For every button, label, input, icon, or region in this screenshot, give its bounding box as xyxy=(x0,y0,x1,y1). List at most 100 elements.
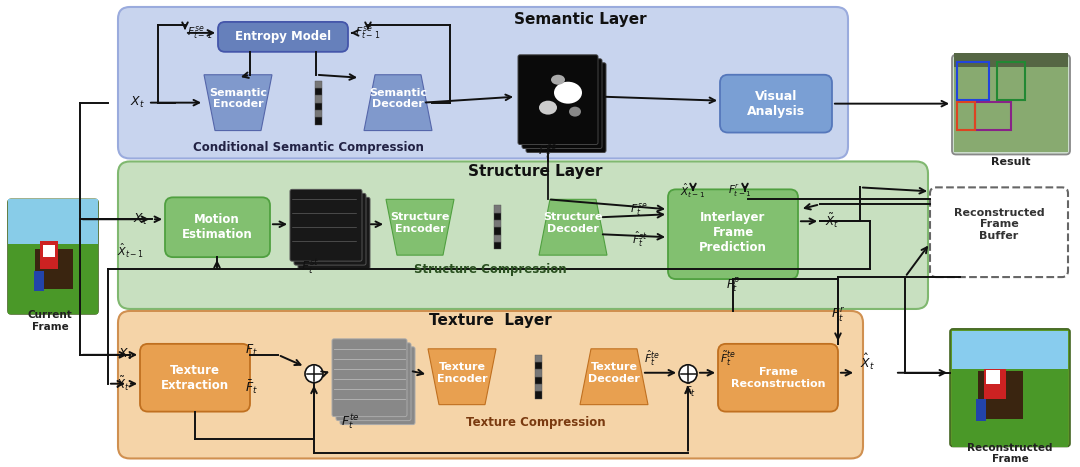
Bar xyxy=(957,62,989,99)
Text: Entropy Model: Entropy Model xyxy=(235,30,332,43)
Text: $\hat{X}_{t-1}$: $\hat{X}_{t-1}$ xyxy=(680,182,705,200)
FancyBboxPatch shape xyxy=(340,347,415,425)
Polygon shape xyxy=(364,75,432,131)
Text: $\hat{F}_t^{st}$: $\hat{F}_t^{st}$ xyxy=(632,229,648,249)
Ellipse shape xyxy=(554,82,582,104)
Text: $\hat{X}_t$: $\hat{X}_t$ xyxy=(860,352,875,372)
FancyBboxPatch shape xyxy=(118,162,928,309)
Text: $X_t$: $X_t$ xyxy=(118,347,133,362)
Text: $\hat{X}_{t-1}$: $\hat{X}_{t-1}$ xyxy=(117,242,144,260)
FancyBboxPatch shape xyxy=(720,75,832,133)
FancyBboxPatch shape xyxy=(669,189,798,279)
Text: Conditional Semantic Compression: Conditional Semantic Compression xyxy=(192,141,423,154)
Text: $F_t^{se}$: $F_t^{se}$ xyxy=(631,201,648,218)
Bar xyxy=(314,117,322,125)
Bar xyxy=(957,102,975,129)
Bar xyxy=(954,57,1068,153)
FancyBboxPatch shape xyxy=(718,344,838,411)
Bar xyxy=(494,242,500,249)
Bar xyxy=(535,391,541,399)
Circle shape xyxy=(679,365,697,383)
Text: Texture
Encoder: Texture Encoder xyxy=(436,362,487,383)
FancyBboxPatch shape xyxy=(950,329,1070,446)
Text: $\hat{F}_t^{te}$: $\hat{F}_t^{te}$ xyxy=(644,349,660,368)
FancyBboxPatch shape xyxy=(522,59,602,149)
Bar xyxy=(314,95,322,103)
Bar xyxy=(33,271,44,291)
Text: $F_{t-1}^{se}$: $F_{t-1}^{se}$ xyxy=(355,24,380,42)
Bar xyxy=(8,244,98,314)
Text: Semantic
Encoder: Semantic Encoder xyxy=(210,88,267,109)
Polygon shape xyxy=(204,75,272,131)
FancyBboxPatch shape xyxy=(518,55,598,144)
Polygon shape xyxy=(580,349,648,404)
Bar xyxy=(314,81,322,88)
FancyBboxPatch shape xyxy=(218,22,348,52)
Text: $X_t$: $X_t$ xyxy=(133,212,148,227)
Text: $F_{t-1}^{se}$: $F_{t-1}^{se}$ xyxy=(187,24,213,42)
Bar xyxy=(535,384,541,391)
Bar xyxy=(494,205,500,212)
Text: Texture Compression: Texture Compression xyxy=(467,416,606,429)
FancyBboxPatch shape xyxy=(291,189,362,261)
Text: Semantic Layer: Semantic Layer xyxy=(514,13,646,28)
FancyBboxPatch shape xyxy=(526,63,606,153)
Text: Texture  Layer: Texture Layer xyxy=(429,313,552,328)
Text: Reconstructed
Frame
Buffer: Reconstructed Frame Buffer xyxy=(954,208,1044,241)
Ellipse shape xyxy=(539,101,557,114)
Bar xyxy=(997,62,1025,99)
Bar xyxy=(978,371,1023,418)
Text: $\tilde{X}_t$: $\tilde{X}_t$ xyxy=(825,212,839,231)
Text: Result: Result xyxy=(991,157,1030,168)
FancyBboxPatch shape xyxy=(951,55,1070,155)
Text: $F_t^p$: $F_t^p$ xyxy=(726,275,740,294)
Bar xyxy=(976,399,986,421)
Bar xyxy=(986,370,1000,384)
Text: $F_t^r$: $F_t^r$ xyxy=(831,305,845,323)
Bar xyxy=(951,369,1068,446)
FancyBboxPatch shape xyxy=(8,199,98,314)
Text: $F_t^{te}$: $F_t^{te}$ xyxy=(341,413,360,432)
Text: $\bar{F}_t$: $\bar{F}_t$ xyxy=(684,382,696,399)
Bar xyxy=(494,212,500,220)
Bar xyxy=(314,88,322,95)
Text: $F_t^{se}$: $F_t^{se}$ xyxy=(538,144,557,161)
Text: Visual
Analysis: Visual Analysis xyxy=(747,90,805,118)
Ellipse shape xyxy=(551,75,565,85)
FancyBboxPatch shape xyxy=(294,193,366,265)
Text: Motion
Estimation: Motion Estimation xyxy=(181,213,253,241)
Bar xyxy=(43,245,55,257)
Text: $F_t$: $F_t$ xyxy=(245,343,258,358)
Text: Current
Frame: Current Frame xyxy=(28,310,72,332)
Text: $F_{t-1}^r$: $F_{t-1}^r$ xyxy=(728,184,752,199)
FancyBboxPatch shape xyxy=(118,311,863,459)
Bar xyxy=(951,331,1068,369)
Polygon shape xyxy=(386,199,454,255)
FancyBboxPatch shape xyxy=(140,344,249,411)
Polygon shape xyxy=(428,349,496,404)
Text: Structure Compression: Structure Compression xyxy=(414,262,566,276)
Text: Frame
Reconstruction: Frame Reconstruction xyxy=(731,367,825,389)
Bar xyxy=(954,53,1068,67)
FancyBboxPatch shape xyxy=(118,7,848,158)
Polygon shape xyxy=(539,199,607,255)
Text: Semantic
Decoder: Semantic Decoder xyxy=(369,88,427,109)
Bar xyxy=(984,369,1005,399)
Bar xyxy=(535,377,541,384)
Bar xyxy=(535,369,541,377)
Text: $\tilde{X}_t$: $\tilde{X}_t$ xyxy=(116,375,130,393)
Bar xyxy=(494,227,500,234)
Bar xyxy=(535,355,541,362)
Ellipse shape xyxy=(569,106,581,117)
FancyBboxPatch shape xyxy=(298,198,370,269)
Text: Reconstructed
Frame: Reconstructed Frame xyxy=(968,443,1053,464)
Text: $\tilde{F}_t^{te}$: $\tilde{F}_t^{te}$ xyxy=(720,350,735,368)
Text: $X_t$: $X_t$ xyxy=(131,95,145,110)
Bar xyxy=(314,110,322,117)
Bar xyxy=(8,199,98,244)
FancyBboxPatch shape xyxy=(332,339,407,417)
Text: $\bar{F}_t$: $\bar{F}_t$ xyxy=(245,378,258,396)
Text: Texture
Extraction: Texture Extraction xyxy=(161,364,229,392)
Bar xyxy=(494,234,500,242)
FancyBboxPatch shape xyxy=(336,343,411,421)
